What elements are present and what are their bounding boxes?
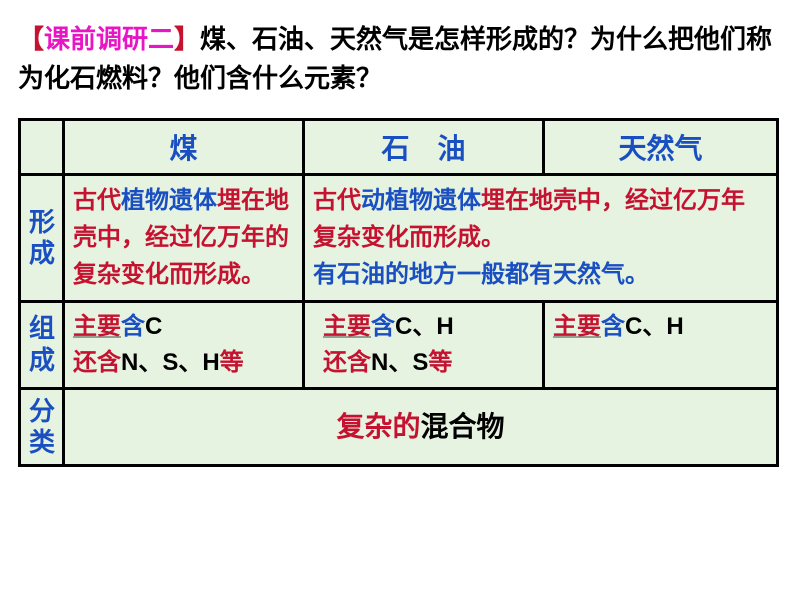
cell-formation-coal: 古代植物遗体埋在地壳中，经过亿万年的复杂变化而形成。 <box>64 175 304 302</box>
cell-comp-coal: 主要含C 还含N、S、H等 <box>64 301 304 388</box>
gas-main-b: 含 <box>601 313 625 340</box>
cell-formation-oilgas: 古代动植物遗体埋在地壳中，经过亿万年复杂变化而形成。 有石油的地方一般都有天然气… <box>304 175 778 302</box>
coal-form-b: 植物遗体 <box>121 187 217 214</box>
oil-also-b: N、S <box>371 349 428 376</box>
row-category: 分类 复杂的混合物 <box>20 388 778 465</box>
table-header-row: 煤 石 油 天然气 <box>20 120 778 175</box>
oil-also-a: 还含 <box>323 349 371 376</box>
cell-comp-oil: 主要含C、H 还含N、S等 <box>304 301 544 388</box>
heading-title: 课前调研二 <box>44 24 174 54</box>
rowlabel-formation: 形成 <box>20 175 64 302</box>
gas-main-a: 主要 <box>553 313 601 340</box>
cell-comp-gas: 主要含C、H <box>544 301 778 388</box>
header-oil: 石 油 <box>304 120 544 175</box>
oil-main-c: C、H <box>395 313 454 340</box>
oil-main-a: 主要 <box>323 313 371 340</box>
coal-also-b: N、S、H <box>121 349 220 376</box>
oilgas-form-note: 有石油的地方一般都有天然气。 <box>313 261 649 288</box>
oilgas-form-a: 古代 <box>313 187 361 214</box>
category-a: 复杂的 <box>336 411 420 442</box>
coal-main-b: 含 <box>121 313 145 340</box>
oilgas-form-b: 动植物遗体 <box>361 187 481 214</box>
coal-also-a: 还含 <box>73 349 121 376</box>
coal-main-c: C <box>145 313 162 340</box>
row-composition: 组成 主要含C 还含N、S、H等 主要含C、H 还含N、S等 主要含C、H <box>20 301 778 388</box>
cell-category: 复杂的混合物 <box>64 388 778 465</box>
header-gas: 天然气 <box>544 120 778 175</box>
fuel-table: 煤 石 油 天然气 形成 古代植物遗体埋在地壳中，经过亿万年的复杂变化而形成。 … <box>18 118 779 467</box>
coal-form-a: 古代 <box>73 187 121 214</box>
rowlabel-category: 分类 <box>20 388 64 465</box>
gas-main-c: C、H <box>625 313 684 340</box>
coal-also-c: 等 <box>220 349 244 376</box>
category-b: 混合物 <box>421 411 505 442</box>
bracket-open: 【 <box>18 24 44 54</box>
coal-main-a: 主要 <box>73 313 121 340</box>
oil-also-c: 等 <box>428 349 452 376</box>
oil-main-b: 含 <box>371 313 395 340</box>
question-heading: 【课前调研二】煤、石油、天然气是怎样形成的？为什么把他们称为化石燃料？他们含什么… <box>0 0 794 110</box>
header-blank <box>20 120 64 175</box>
bracket-close: 】 <box>174 24 200 54</box>
row-formation: 形成 古代植物遗体埋在地壳中，经过亿万年的复杂变化而形成。 古代动植物遗体埋在地… <box>20 175 778 302</box>
header-coal: 煤 <box>64 120 304 175</box>
rowlabel-composition: 组成 <box>20 301 64 388</box>
